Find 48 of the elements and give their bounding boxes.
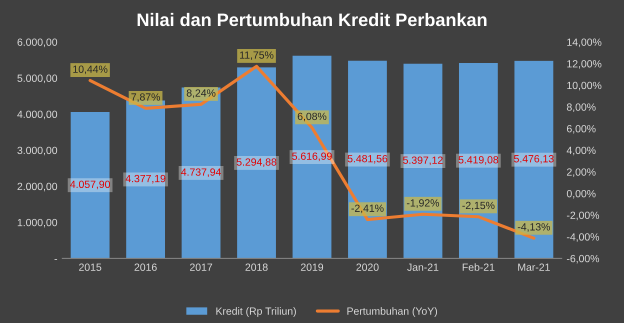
x-tick-label: Jan-21	[407, 264, 438, 271]
data-label: 7,87%	[131, 93, 160, 102]
x-tick-label: 2019	[300, 264, 324, 271]
data-label: 4.377,19	[126, 174, 166, 184]
data-label: 5.481,56	[348, 154, 388, 164]
data-label: 11,75%	[240, 51, 274, 60]
data-label: 8,24%	[186, 89, 216, 98]
legend-label: Pertumbuhan (YoY)	[347, 307, 438, 317]
y-tick-label: 3.000,00	[17, 146, 58, 156]
y-tick-label: 1.000,00	[18, 218, 58, 228]
data-label: 10,44%	[73, 66, 108, 74]
y-tick-label: 5.000,00	[17, 74, 58, 84]
y-tick-label: 6.000,00	[18, 38, 58, 48]
data-label: 4.737,94	[181, 168, 222, 177]
x-tick-label: 2020	[356, 264, 379, 271]
y-tick-label: 4.000,00	[17, 110, 58, 120]
data-label: -4,13%	[518, 223, 550, 232]
data-label: 4.057,90	[70, 180, 110, 190]
y2-tick-label: -2,00%	[566, 212, 600, 220]
y2-tick-label: 10,00%	[567, 82, 602, 90]
y2-tick-label: 2,00%	[566, 168, 596, 177]
y2-tick-label: -6,00%	[566, 254, 600, 264]
y2-tick-label: -4,00%	[566, 233, 600, 242]
x-tick-label: Mar-21	[518, 264, 550, 271]
data-label: 6,08%	[298, 112, 326, 122]
y2-tick-label: 6,00%	[566, 125, 596, 134]
x-tick-label: 2017	[190, 264, 212, 271]
data-label: 5.397,12	[403, 156, 443, 166]
y2-tick-label: 8,00%	[566, 103, 596, 112]
data-label: 5.294,88	[236, 158, 276, 167]
x-tick-label: 2016	[134, 264, 157, 271]
data-label: 5.616,99	[292, 152, 332, 162]
y-tick-label: 2.000,00	[18, 182, 58, 192]
y-tick-label: -	[54, 259, 58, 260]
data-label: -2,41%	[351, 204, 384, 214]
y2-tick-label: 14,00%	[567, 38, 602, 48]
chart-title: Nilai dan Pertumbuhan Kredit Perbankan	[138, 12, 486, 26]
x-tick-label: 2015	[79, 264, 102, 271]
y2-tick-label: 4,00%	[566, 146, 596, 156]
x-tick-label: 2018	[245, 264, 268, 271]
legend-label: Kredit (Rp Triliun)	[216, 307, 296, 317]
x-tick-label: Feb-21	[462, 263, 494, 271]
data-label: 5.419,08	[458, 156, 498, 165]
data-label: -2,15%	[462, 202, 495, 210]
y2-tick-label: 12,00%	[567, 60, 602, 69]
data-label: 5.476,13	[514, 155, 554, 164]
y2-tick-label: 0,00%	[566, 190, 596, 199]
data-label: -1,92%	[406, 199, 440, 208]
